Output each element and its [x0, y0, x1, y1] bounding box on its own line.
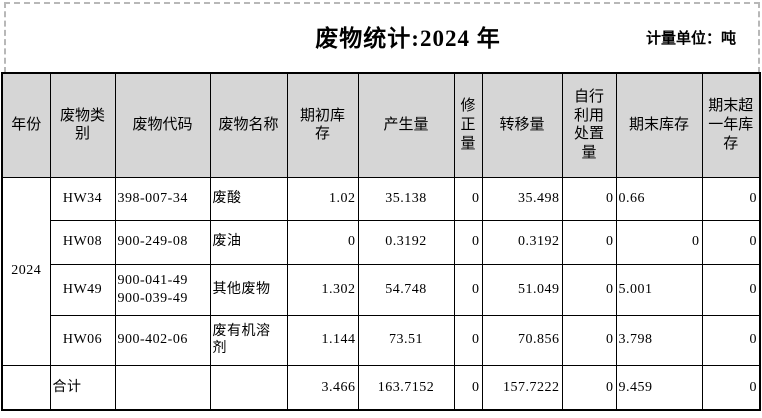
total-opening-cell: 3.466: [286, 364, 359, 411]
opening-cell: 1.144: [286, 314, 359, 366]
col-over-one-year: 期末超 一年库 存: [701, 72, 761, 178]
unit-label: 计量单位：吨: [645, 31, 736, 47]
self-disposal-cell: 0: [561, 263, 617, 316]
over-one-year-cell: 0: [701, 263, 761, 316]
transfer-cell: 35.498: [481, 176, 563, 221]
transfer-cell: 0.3192: [481, 219, 563, 265]
total-year-cell: [1, 364, 51, 411]
over-one-year-cell: 0: [701, 176, 761, 221]
category-cell: HW06: [49, 314, 116, 366]
table-row: HW08 900-249-08 废油 0 0.3192 0 0.3192 0 0…: [2, 219, 761, 265]
table-row: HW49 900-041-49 900-039-49 其他废物 1.302 54…: [2, 263, 761, 316]
closing-cell: 0.66: [615, 176, 703, 221]
opening-cell: 1.02: [286, 176, 359, 221]
total-self-disposal-cell: 0: [561, 364, 617, 411]
self-disposal-cell: 0: [561, 314, 617, 366]
waste-statistics-table: 年份 废物类 别 废物代码 废物名称 期初库 存 产生量 修 正 量 转移量 自…: [1, 72, 761, 411]
name-cell: 废有机溶剂: [209, 314, 288, 366]
total-closing-cell: 9.459: [615, 364, 703, 411]
correction-cell: 0: [453, 176, 483, 221]
col-year: 年份: [1, 72, 51, 178]
category-cell: HW34: [49, 176, 116, 221]
total-correction-cell: 0: [453, 364, 483, 411]
code-cell: 900-249-08: [114, 219, 211, 265]
col-generated: 产生量: [357, 72, 455, 178]
code-cell: 900-402-06: [114, 314, 211, 366]
col-closing: 期末库存: [615, 72, 703, 178]
col-self-disposal: 自行 利用 处置 量: [561, 72, 617, 178]
total-transfer-cell: 157.7222: [481, 364, 563, 411]
col-category: 废物类 别: [49, 72, 116, 178]
generated-cell: 73.51: [357, 314, 455, 366]
year-cell: 2024: [1, 176, 51, 366]
correction-cell: 0: [453, 263, 483, 316]
generated-cell: 0.3192: [357, 219, 455, 265]
code-cell: 398-007-34: [114, 176, 211, 221]
correction-cell: 0: [453, 314, 483, 366]
col-name: 废物名称: [209, 72, 288, 178]
transfer-cell: 51.049: [481, 263, 563, 316]
self-disposal-cell: 0: [561, 219, 617, 265]
generated-cell: 35.138: [357, 176, 455, 221]
total-row: 合计 3.466 163.7152 0 157.7222 0 9.459 0: [1, 364, 761, 411]
generated-cell: 54.748: [357, 263, 455, 316]
col-code: 废物代码: [114, 72, 211, 178]
over-one-year-cell: 0: [701, 314, 761, 366]
opening-cell: 1.302: [286, 263, 359, 316]
name-cell: 废油: [209, 219, 288, 265]
col-opening: 期初库 存: [286, 72, 359, 178]
header-row: 年份 废物类 别 废物代码 废物名称 期初库 存 产生量 修 正 量 转移量 自…: [1, 72, 761, 178]
closing-cell: 0: [615, 219, 703, 265]
category-cell: HW08: [49, 219, 116, 265]
correction-cell: 0: [453, 219, 483, 265]
print-area-dashed-border: [4, 2, 760, 73]
closing-cell: 3.798: [615, 314, 703, 366]
col-correction: 修 正 量: [453, 72, 483, 178]
opening-cell: 0: [286, 219, 359, 265]
self-disposal-cell: 0: [561, 176, 617, 221]
table-row: 2024 HW34 398-007-34 废酸 1.02 35.138 0 35…: [1, 176, 761, 366]
total-name-cell: [209, 364, 288, 411]
name-cell: 其他废物: [209, 263, 288, 316]
name-cell: 废酸: [209, 176, 288, 221]
transfer-cell: 70.856: [481, 314, 563, 366]
page-title: 废物统计:2024 年: [315, 26, 501, 51]
code-cell: 900-041-49 900-039-49: [114, 263, 211, 316]
col-transfer: 转移量: [481, 72, 563, 178]
category-cell: HW49: [49, 263, 116, 316]
table-row: HW06 900-402-06 废有机溶剂 1.144 73.51 0 70.8…: [2, 314, 761, 366]
total-label-cell: 合计: [49, 364, 116, 411]
closing-cell: 5.001: [615, 263, 703, 316]
total-over-one-year-cell: 0: [701, 364, 761, 411]
total-code-cell: [114, 364, 211, 411]
total-generated-cell: 163.7152: [357, 364, 455, 411]
over-one-year-cell: 0: [701, 219, 761, 265]
